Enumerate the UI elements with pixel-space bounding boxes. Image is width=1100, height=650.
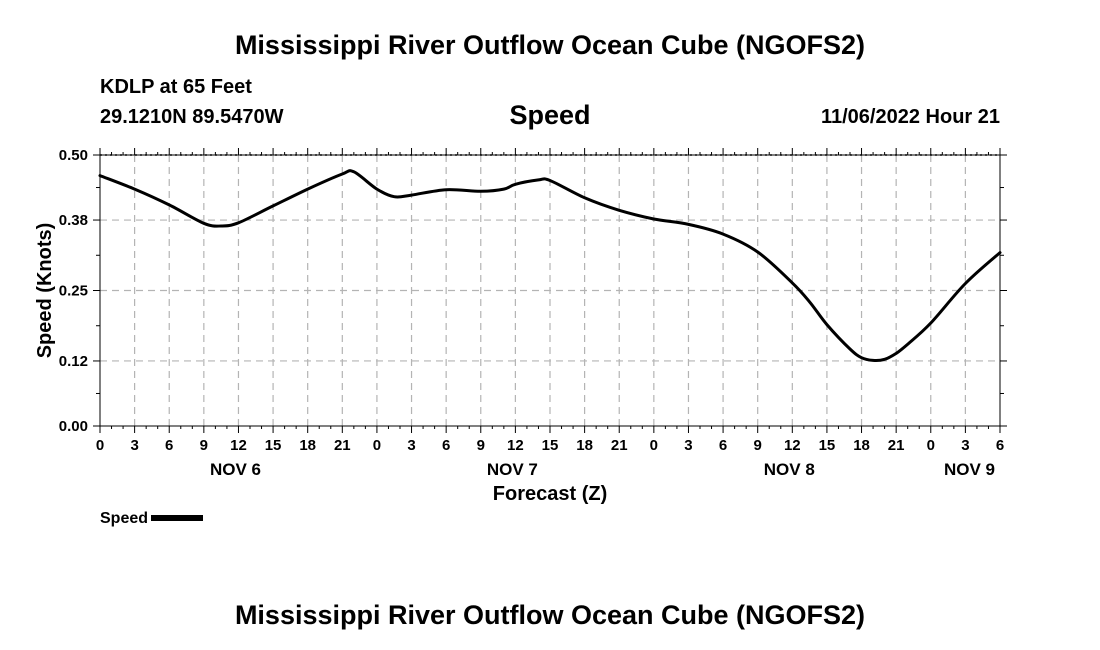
x-tick-label: 0 — [927, 437, 935, 454]
y-tick-label: 0.12 — [59, 353, 88, 370]
x-tick-label: 12 — [784, 437, 801, 454]
legend-swatch — [151, 514, 204, 521]
x-tick-label: 12 — [230, 437, 247, 454]
x-tick-label: 18 — [853, 437, 870, 454]
chart-title: Mississippi River Outflow Ocean Cube (NG… — [234, 30, 866, 60]
x-tick-label: 21 — [334, 437, 351, 454]
plot-frame — [99, 154, 1001, 427]
date-label: NOV 6 — [210, 460, 261, 479]
x-tick-label: 6 — [165, 437, 173, 454]
y-tick-label: 0.25 — [59, 283, 88, 300]
x-tick-label: 0 — [373, 437, 381, 454]
x-tick-label: 12 — [507, 437, 524, 454]
x-tick-label: 3 — [684, 437, 692, 454]
forecast-timestamp: 11/06/2022 Hour 21 — [820, 106, 1000, 128]
y-axis-label: Speed (Knots) — [34, 223, 56, 359]
y-tick-label: 0.38 — [59, 212, 88, 229]
series-layer — [98, 169, 1002, 363]
x-tick-label: 3 — [130, 437, 138, 454]
date-label: NOV 8 — [764, 460, 815, 479]
station-label: KDLP at 65 Feet — [100, 76, 252, 98]
x-tick-label: 21 — [888, 437, 905, 454]
series-line-speed — [98, 169, 1002, 363]
x-tick-label: 18 — [299, 437, 316, 454]
coordinates-label: 29.1210N 89.5470W — [100, 106, 284, 128]
x-tick-label: 0 — [650, 437, 658, 454]
x-tick-label: 9 — [200, 437, 208, 454]
x-tick-label: 9 — [477, 437, 485, 454]
x-tick-label: 15 — [819, 437, 836, 454]
legend-label: Speed — [100, 510, 149, 527]
date-label: NOV 9 — [944, 460, 995, 479]
date-label: NOV 7 — [487, 460, 538, 479]
x-tick-label: 6 — [719, 437, 727, 454]
y-tick-label: 0.50 — [59, 147, 88, 164]
x-tick-label: 9 — [754, 437, 762, 454]
x-axis-label: Forecast (Z) — [493, 483, 607, 505]
parameter-title: Speed — [509, 100, 591, 130]
x-tick-label: 21 — [611, 437, 628, 454]
tick-labels: 0 3 6 9 12 15 18 21 0 3 6 9 12 15 18 21 0 3 6 9 12 15 18 21 0 3 6 0… — [59, 147, 1004, 479]
footer-title: Mississippi River Outflow Ocean Cube (NG… — [234, 600, 866, 630]
y-tick-label: 0.00 — [59, 418, 88, 435]
x-tick-label: 18 — [576, 437, 593, 454]
x-tick-label: 0 — [96, 437, 104, 454]
x-tick-label: 3 — [407, 437, 415, 454]
x-tick-label: 3 — [961, 437, 969, 454]
grid-lines — [100, 154, 1000, 426]
x-tick-label: 15 — [542, 437, 559, 454]
x-tick-label: 6 — [442, 437, 450, 454]
legend: Speed — [100, 510, 204, 528]
x-tick-label: 6 — [996, 437, 1004, 454]
x-tick-label: 15 — [265, 437, 282, 454]
